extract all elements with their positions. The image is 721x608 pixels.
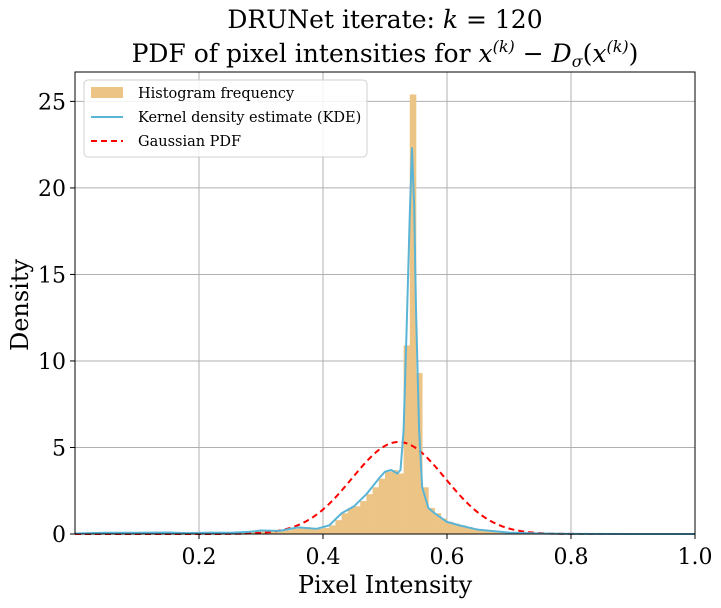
histogram-bar bbox=[440, 518, 448, 534]
x-tick-label: 0.6 bbox=[430, 545, 465, 570]
x-tick-label: 0.8 bbox=[554, 545, 589, 570]
histogram-bar bbox=[465, 527, 473, 534]
chart-title-line-2: PDF of pixel intensities for x(k) − Dσ(x… bbox=[132, 37, 639, 71]
histogram-bar bbox=[484, 530, 491, 534]
histogram-bar bbox=[323, 527, 330, 534]
x-tick-label: 0.4 bbox=[306, 545, 341, 570]
histogram-bar bbox=[416, 373, 423, 534]
histogram-bar bbox=[378, 478, 386, 534]
y-tick-label: 20 bbox=[38, 177, 66, 202]
histogram-bar bbox=[496, 531, 504, 534]
histogram-bar bbox=[490, 531, 497, 534]
histogram-bar bbox=[248, 531, 256, 534]
legend-histogram-swatch bbox=[91, 87, 123, 98]
y-tick-label: 0 bbox=[52, 523, 66, 548]
legend: Histogram frequency Kernel density estim… bbox=[83, 79, 368, 158]
plot-frame bbox=[74, 71, 696, 535]
y-axis-label: Density bbox=[6, 259, 34, 352]
histogram-bar bbox=[310, 527, 318, 534]
histogram-bar bbox=[459, 525, 466, 534]
histogram-bar bbox=[304, 527, 311, 534]
histogram-bar bbox=[409, 94, 417, 534]
histogram-bar bbox=[471, 528, 479, 534]
histogram-bar bbox=[261, 530, 268, 534]
x-axis-label: Pixel Intensity bbox=[298, 571, 473, 599]
histogram-bar bbox=[279, 530, 287, 534]
y-tick-label: 5 bbox=[52, 436, 66, 461]
legend-label-histogram: Histogram frequency bbox=[138, 86, 295, 102]
legend-label-kde: Kernel density estimate (KDE) bbox=[138, 110, 361, 126]
histogram-bar bbox=[434, 513, 442, 534]
axis-ticks: 0.2 0.4 0.6 0.8 1.0 0 5 10 15 20 25 bbox=[38, 90, 713, 570]
y-tick-label: 15 bbox=[38, 263, 66, 288]
histogram-bar bbox=[403, 345, 411, 534]
histogram-bar bbox=[273, 530, 280, 534]
histogram-bar bbox=[354, 506, 361, 534]
histogram-bar bbox=[292, 528, 299, 534]
histogram-bar bbox=[385, 471, 392, 534]
histogram-bar bbox=[329, 525, 336, 534]
kde-line bbox=[74, 147, 695, 535]
kde-curve-layer bbox=[74, 147, 695, 535]
legend-box bbox=[83, 79, 368, 158]
histogram-bar bbox=[422, 487, 429, 534]
histogram-bar bbox=[453, 523, 460, 534]
chart-title-line-1: DRUNet iterate: k = 120 bbox=[227, 5, 542, 34]
histogram-bar bbox=[397, 473, 404, 534]
histogram-bar bbox=[391, 469, 398, 534]
histogram-bar bbox=[360, 501, 367, 534]
histogram-bar bbox=[478, 529, 485, 534]
x-tick-label: 1.0 bbox=[678, 545, 713, 570]
legend-label-gaussian: Gaussian PDF bbox=[138, 134, 241, 150]
histogram-bar bbox=[366, 494, 373, 534]
histogram-bar bbox=[347, 508, 355, 534]
histogram-bar bbox=[298, 527, 305, 534]
histogram-bar bbox=[372, 487, 380, 534]
y-tick-label: 10 bbox=[38, 350, 66, 375]
histogram-bar bbox=[285, 530, 293, 534]
histogram-bar bbox=[341, 513, 349, 534]
histogram-bar bbox=[335, 520, 342, 534]
x-tick-label: 0.2 bbox=[182, 545, 217, 570]
y-tick-label: 25 bbox=[38, 90, 66, 115]
histogram-bar bbox=[316, 528, 324, 534]
histogram-bar bbox=[428, 508, 435, 534]
histogram-bar bbox=[447, 521, 454, 534]
